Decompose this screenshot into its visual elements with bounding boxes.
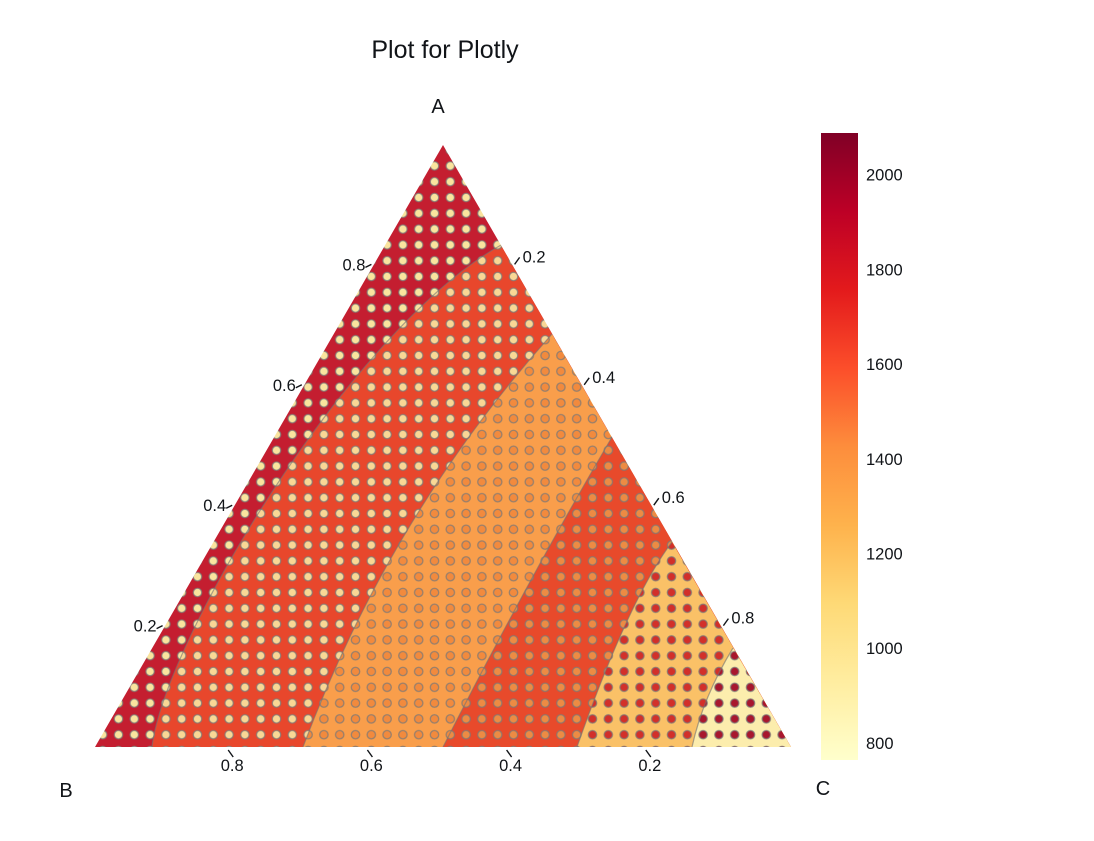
b-axis-tick: [366, 749, 373, 758]
axis-a-title: A: [431, 96, 445, 118]
colorbar-tick-label: 1200: [866, 545, 903, 563]
contour-line: [576, 541, 673, 747]
contour-line: [691, 647, 734, 747]
c-axis-tick: [722, 618, 729, 627]
colorbar-tick-label: 800: [866, 735, 894, 753]
contour-band: [692, 648, 791, 747]
c-axis-tick-label: 0.4: [592, 369, 615, 387]
colorbar-tick-label: 1400: [866, 451, 903, 469]
contour-line: [442, 436, 613, 747]
contour-lines: [151, 244, 734, 747]
colorbar-tick-label: 1800: [866, 261, 903, 279]
axis-b-title: B: [59, 780, 72, 802]
a-axis-tick: [225, 504, 233, 509]
contour-line: [302, 333, 553, 747]
a-axis-tick-label: 0.2: [134, 618, 157, 636]
b-axis-tick: [506, 749, 513, 758]
a-axis-tick-label: 0.8: [342, 256, 365, 274]
c-axis-tick: [583, 377, 590, 386]
b-axis-tick-label: 0.2: [638, 757, 661, 775]
chart-title: Plot for Plotly: [371, 36, 519, 64]
b-axis-tick-label: 0.6: [360, 757, 383, 775]
axis-c-title: C: [816, 778, 830, 800]
c-axis-tick-label: 0.6: [662, 489, 685, 507]
contour-bands: [95, 145, 791, 747]
colorbar: 2000 1800 1600 1400 1200 1000 800: [821, 133, 903, 760]
a-axis-tick-label: 0.4: [203, 497, 226, 515]
b-axis-tick: [227, 749, 234, 758]
axis-ticks: 0.2 0.4 0.6 0.8 0.2 0.4 0.6 0.8 0.8 0.6 0.4 0.2: [134, 248, 755, 775]
c-axis-tick-label: 0.2: [523, 248, 546, 266]
b-axis-tick: [645, 749, 652, 758]
c-axis-tick: [514, 256, 521, 265]
a-axis-tick: [295, 384, 303, 389]
contour-line: [151, 244, 502, 747]
a-axis-tick: [365, 263, 372, 269]
colorbar-tick-label: 1600: [866, 356, 903, 374]
b-axis-tick-label: 0.4: [499, 757, 522, 775]
b-axis-tick-label: 0.8: [221, 757, 244, 775]
c-axis-tick: [653, 497, 660, 506]
a-axis-tick-label: 0.6: [273, 377, 296, 395]
colorbar-tick-label: 2000: [866, 167, 903, 185]
c-axis-tick-label: 0.8: [731, 610, 754, 628]
colorbar-gradient: [821, 133, 858, 760]
colorbar-tick-label: 1000: [866, 640, 903, 658]
a-axis-tick: [156, 624, 163, 630]
